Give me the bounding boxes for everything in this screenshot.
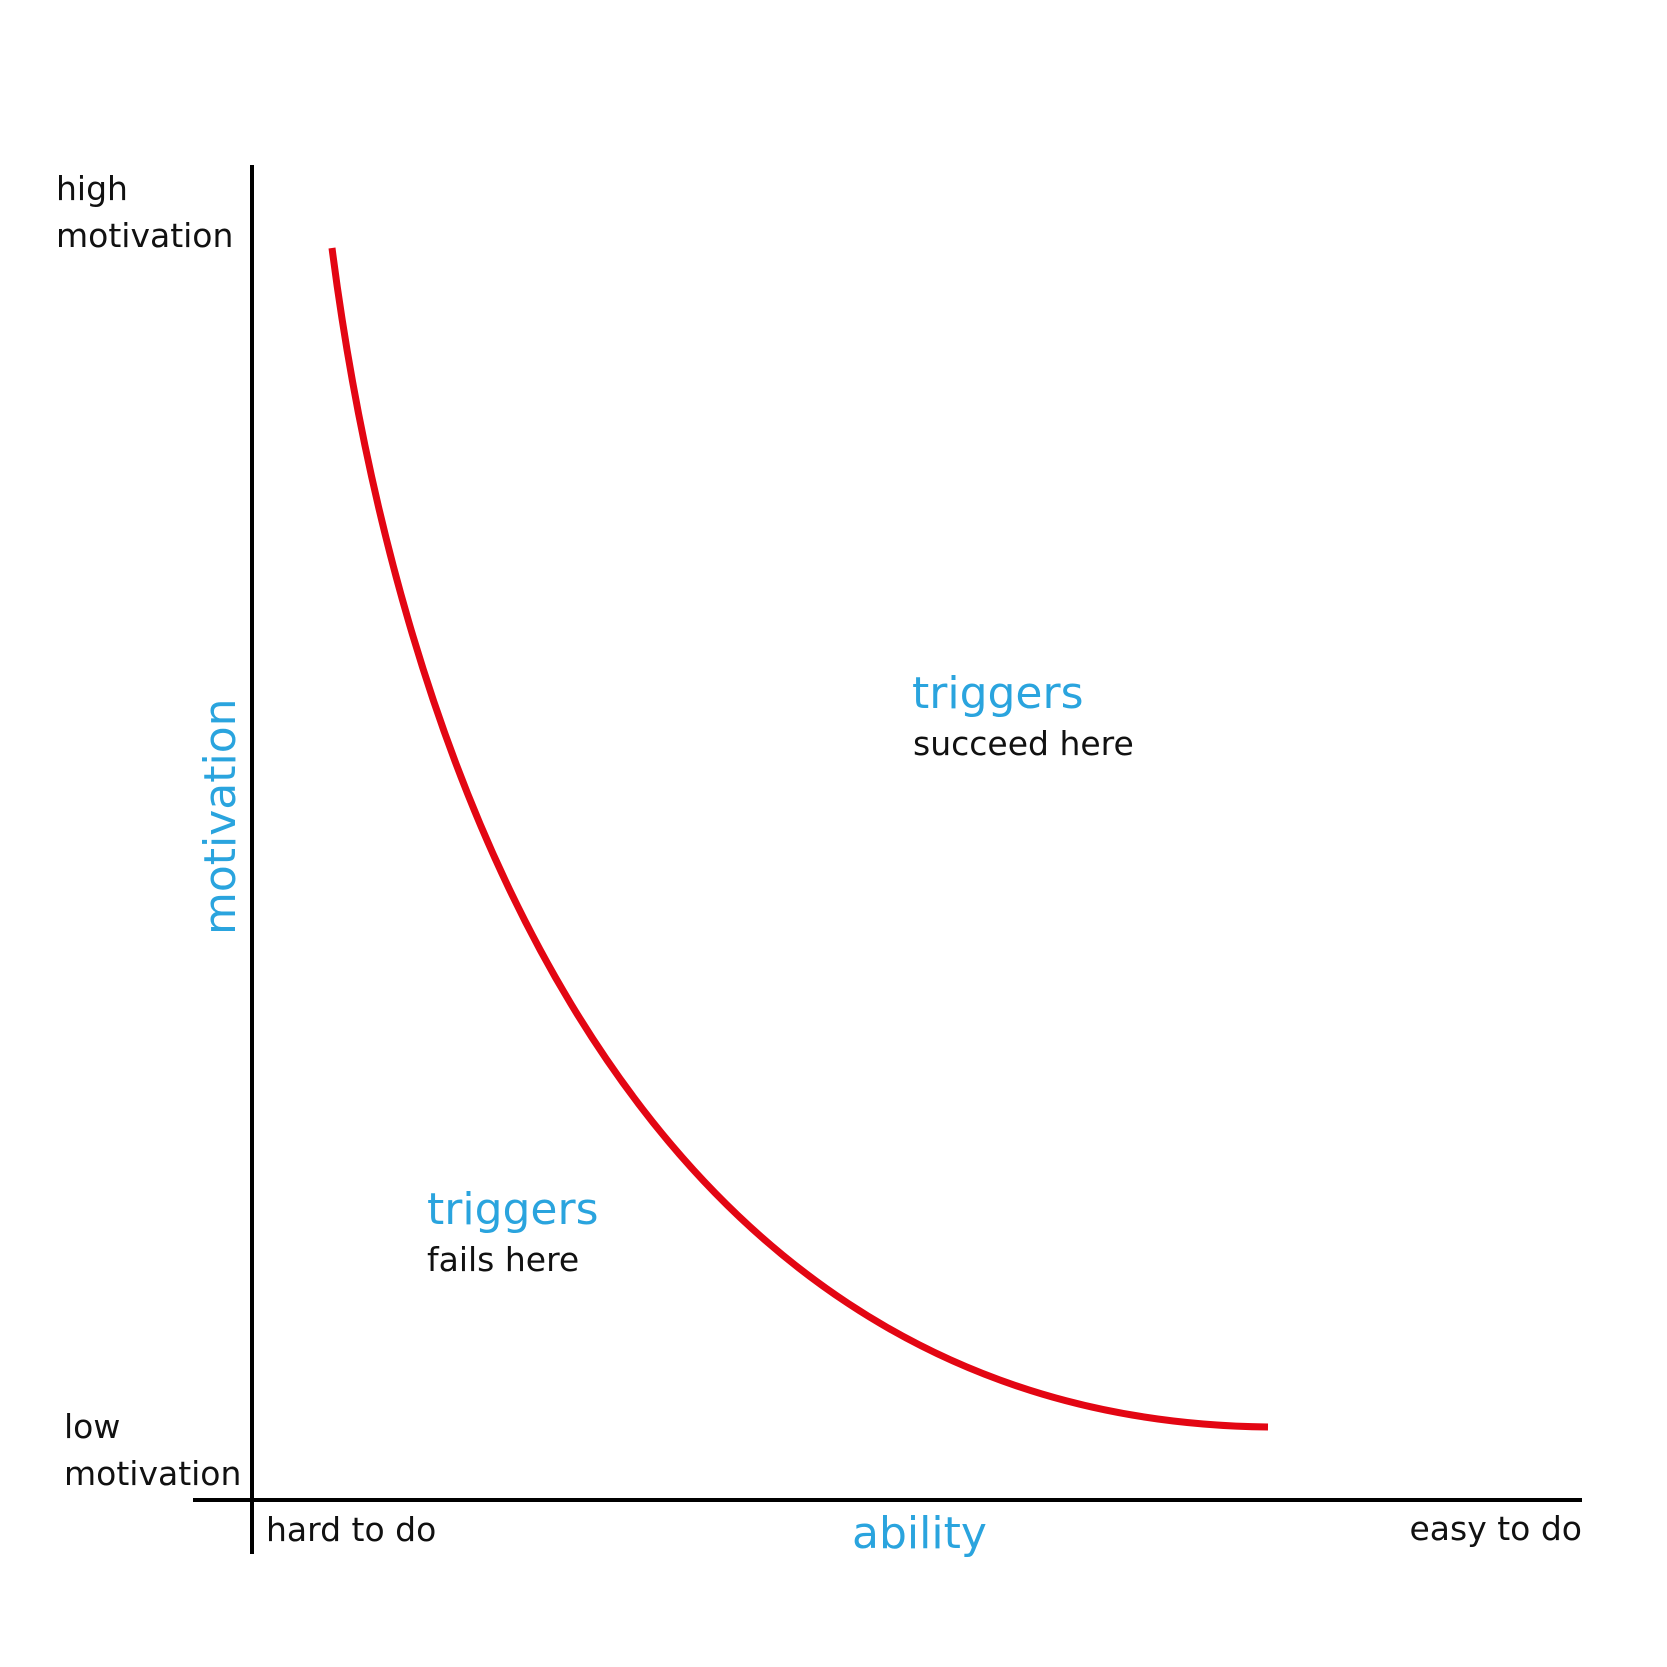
x-axis-right-label: easy to do [1410, 1509, 1583, 1548]
region-below-subtitle: fails here [427, 1240, 579, 1279]
region-above-title: triggers [912, 668, 1084, 719]
y-axis-top-label: high motivation [56, 169, 233, 255]
y-axis-bottom-label: low motivation [64, 1407, 241, 1493]
y-axis-title: motivation [195, 698, 246, 935]
x-axis-left-label: hard to do [266, 1510, 436, 1549]
region-above-subtitle: succeed here [913, 724, 1134, 763]
region-below-title: triggers [427, 1184, 599, 1235]
action-line-curve [328, 247, 1269, 1431]
x-axis-title: ability [852, 1508, 987, 1559]
